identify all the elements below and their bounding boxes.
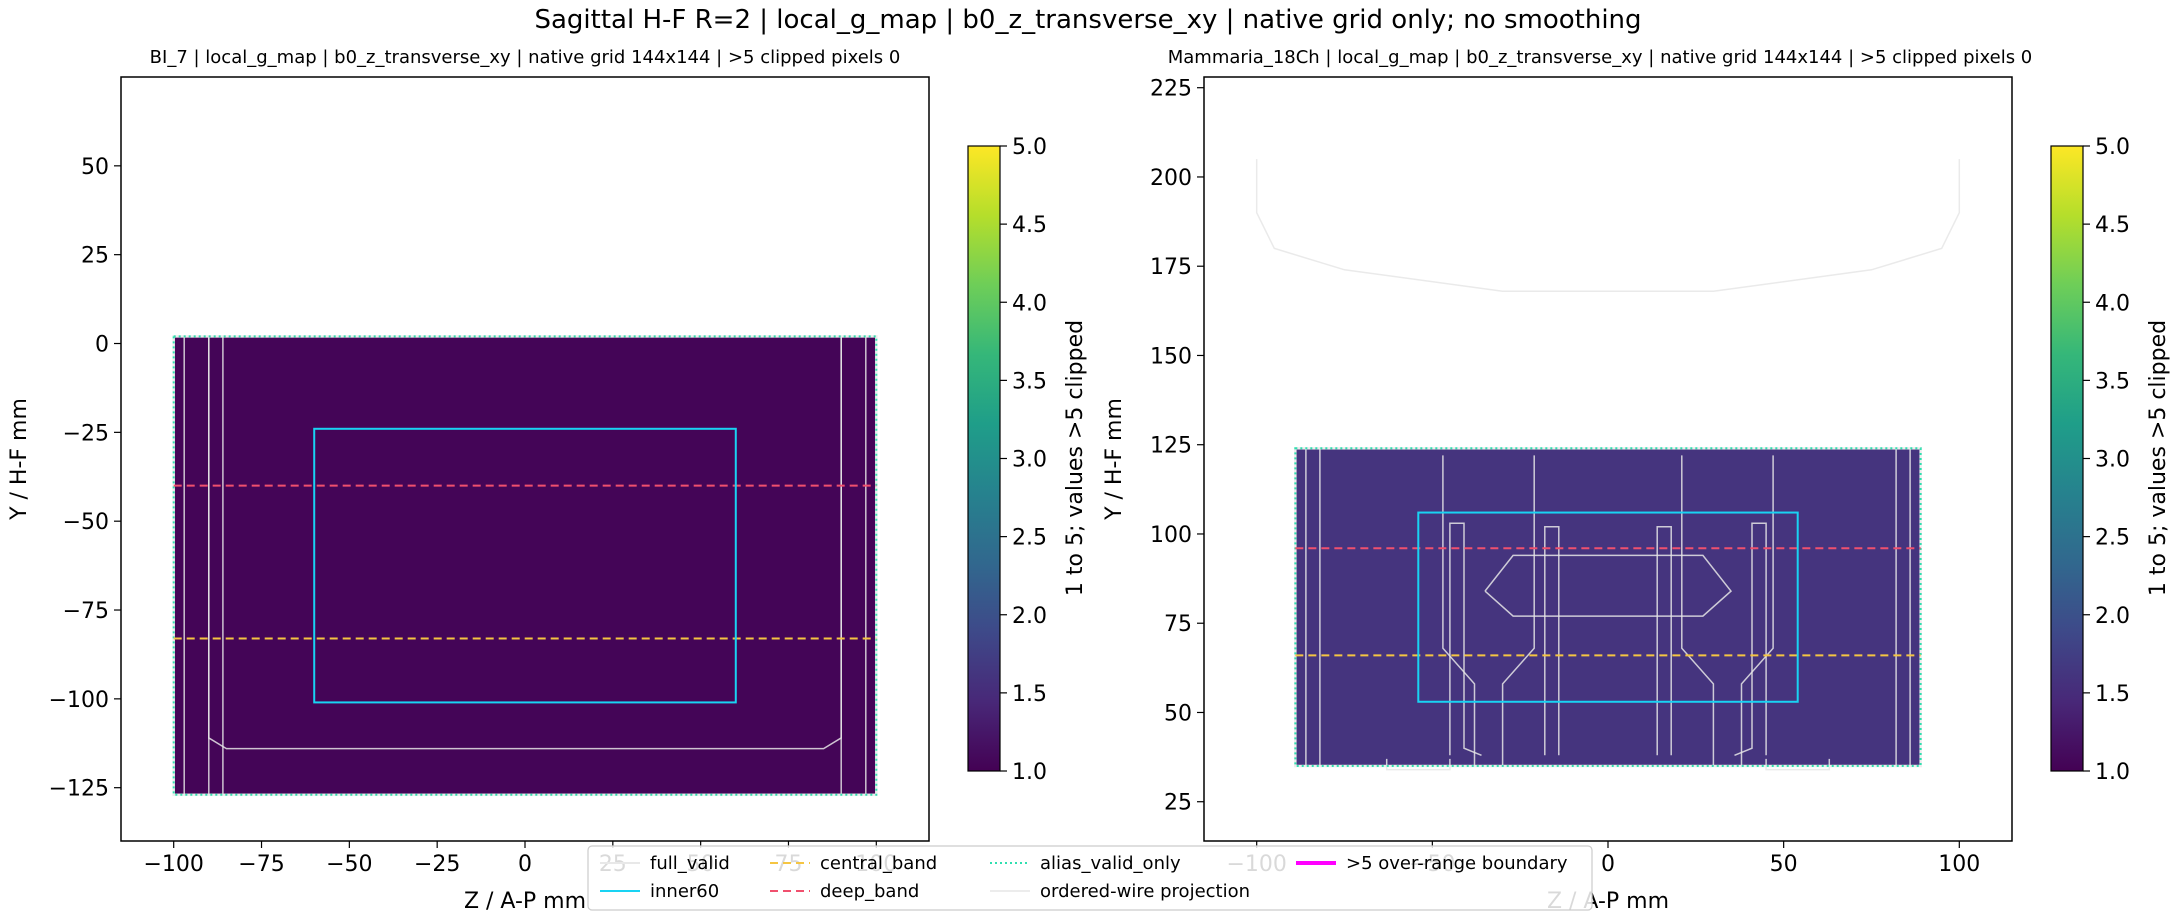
colorbar-gradient bbox=[967, 145, 1001, 772]
y-tick-label: 100 bbox=[1150, 523, 1192, 548]
heatmap-field bbox=[1295, 448, 1921, 767]
colorbar-tick-label: 3.0 bbox=[2095, 448, 2130, 473]
wire-projection-path bbox=[1734, 522, 1767, 756]
panel-title: Mammaria_18Ch | local_g_map | b0_z_trans… bbox=[1168, 47, 2033, 68]
colorbar-tick-label: 3.5 bbox=[1012, 369, 1047, 394]
x-tick-label: −50 bbox=[326, 852, 372, 877]
inner60-outline bbox=[313, 427, 737, 704]
colorbar-tick-label: 3.5 bbox=[2095, 369, 2130, 394]
colorbar: 1 to 5; values >5 clipped 1.0 1.5 2.0 2.5 3.… bbox=[2050, 135, 2171, 785]
y-tick-label: 125 bbox=[1150, 434, 1192, 459]
alias-valid-outline bbox=[172, 335, 878, 796]
colorbar-tick-label: 4.0 bbox=[1012, 291, 1047, 316]
colorbar: 1 to 5; values >5 clipped 1.0 1.5 2.0 2.5 3.… bbox=[967, 135, 1088, 785]
figure-title: Sagittal H-F R=2 | local_g_map | b0_z_tr… bbox=[534, 5, 1641, 35]
y-tick-label: 25 bbox=[81, 244, 109, 269]
x-tick-label: −100 bbox=[143, 852, 203, 877]
colorbar-tick-label: 4.0 bbox=[2095, 291, 2130, 316]
y-axis-label: Y / H-F mm bbox=[1102, 398, 1127, 521]
legend-label: central_band bbox=[820, 853, 937, 874]
legend-label: full_valid bbox=[650, 853, 730, 874]
inner60-outline bbox=[1417, 511, 1799, 703]
legend-label: alias_valid_only bbox=[1040, 853, 1181, 874]
y-tick-label: 50 bbox=[1164, 701, 1192, 726]
colorbar-tick-label: 1.5 bbox=[1012, 682, 1047, 707]
colorbar-tick-label: 5.0 bbox=[2095, 135, 2130, 160]
colorbar-tick-label: 1.0 bbox=[1012, 760, 1047, 785]
colorbar-tick-label: 5.0 bbox=[1012, 135, 1047, 160]
legend-frame bbox=[587, 845, 1593, 911]
colorbar-tick-label: 1.0 bbox=[2095, 760, 2130, 785]
colorbar-label: 1 to 5; values >5 clipped bbox=[1063, 320, 1088, 596]
x-tick-label: 0 bbox=[1601, 852, 1615, 877]
wire-projection-path bbox=[1544, 526, 1560, 756]
wire-projection-path bbox=[1765, 758, 1831, 771]
y-tick-label: 200 bbox=[1150, 166, 1192, 191]
wire-projection-path bbox=[1656, 526, 1672, 756]
colorbar-tick-label: 4.5 bbox=[2095, 213, 2130, 238]
colorbar-label: 1 to 5; values >5 clipped bbox=[2146, 320, 2171, 596]
legend-label: ordered-wire projection bbox=[1040, 881, 1250, 902]
y-tick-label: 25 bbox=[1164, 791, 1192, 816]
legend: full_valid inner60 central_band deep_band al… bbox=[587, 845, 1593, 911]
x-tick-label: 100 bbox=[1938, 852, 1980, 877]
x-tick-label: 50 bbox=[1770, 852, 1798, 877]
y-tick-label: −100 bbox=[49, 688, 109, 713]
wire-projection-path bbox=[1484, 554, 1733, 617]
x-tick-label: −25 bbox=[414, 852, 460, 877]
panel-bi7: BI_7 | local_g_map | b0_z_transverse_xy … bbox=[7, 47, 1088, 914]
legend-label: deep_band bbox=[820, 881, 919, 902]
colorbar-tick-label: 2.0 bbox=[2095, 604, 2130, 629]
y-tick-label: −75 bbox=[63, 599, 109, 624]
y-tick-label: −50 bbox=[63, 510, 109, 535]
colorbar-tick-label: 2.0 bbox=[1012, 604, 1047, 629]
colorbar-tick-label: 4.5 bbox=[1012, 213, 1047, 238]
wire-projection-path bbox=[1385, 758, 1451, 771]
legend-label: >5 over-range boundary bbox=[1346, 853, 1568, 874]
colorbar-gradient bbox=[2050, 145, 2084, 772]
wire-projection-path bbox=[1449, 522, 1482, 756]
x-tick-label: −75 bbox=[238, 852, 284, 877]
wire-projection-path bbox=[1255, 159, 1961, 292]
y-tick-label: 225 bbox=[1150, 77, 1192, 102]
panel-mammaria: Mammaria_18Ch | local_g_map | b0_z_trans… bbox=[1102, 47, 2171, 914]
y-tick-label: −25 bbox=[63, 421, 109, 446]
y-tick-label: 50 bbox=[81, 155, 109, 180]
legend-label: inner60 bbox=[650, 881, 719, 902]
heatmap-field bbox=[173, 336, 877, 795]
colorbar-tick-label: 3.0 bbox=[1012, 448, 1047, 473]
y-axis-label: Y / H-F mm bbox=[7, 398, 32, 521]
alias-valid-outline bbox=[1294, 447, 1922, 768]
x-tick-label: 0 bbox=[518, 852, 532, 877]
y-tick-label: 150 bbox=[1150, 344, 1192, 369]
y-tick-label: 0 bbox=[95, 333, 109, 358]
y-tick-label: −125 bbox=[49, 777, 109, 802]
y-tick-label: 175 bbox=[1150, 255, 1192, 280]
panel-title: BI_7 | local_g_map | b0_z_transverse_xy … bbox=[150, 47, 901, 68]
colorbar-tick-label: 2.5 bbox=[1012, 526, 1047, 551]
colorbar-tick-label: 1.5 bbox=[2095, 682, 2130, 707]
y-tick-label: 75 bbox=[1164, 612, 1192, 637]
x-axis-label: Z / A-P mm bbox=[464, 889, 586, 914]
colorbar-tick-label: 2.5 bbox=[2095, 526, 2130, 551]
